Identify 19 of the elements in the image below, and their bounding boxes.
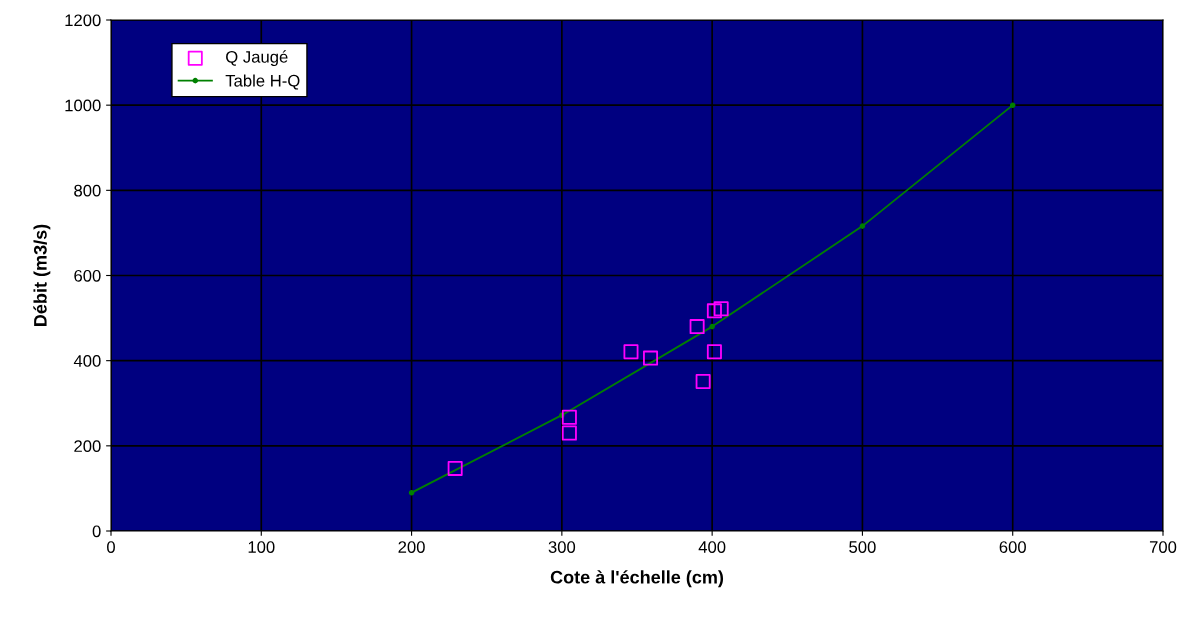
y-tick-label: 200 (74, 440, 101, 453)
legend-label: Q Jaugé (226, 50, 288, 67)
x-tick-label: 200 (398, 541, 425, 553)
x-tick-label: 600 (999, 541, 1026, 553)
legend-label: Table H-Q (225, 74, 300, 90)
x-tick-label: 300 (548, 541, 576, 553)
x-tick-label: 0 (107, 541, 115, 553)
x-tick-label: 700 (1149, 541, 1177, 553)
x-axis-title: Cote à l'échelle (cm) (550, 570, 724, 588)
x-tick-label: 400 (698, 541, 726, 553)
y-tick-label: 1200 (65, 14, 101, 27)
y-axis-title: Débit (m3/s) (33, 224, 51, 326)
y-tick-label: 800 (74, 184, 101, 197)
y-tick-label: 1000 (65, 99, 101, 112)
y-tick-label: 400 (73, 355, 101, 367)
x-tick-label: 500 (849, 541, 876, 553)
y-tick-label: 0 (92, 525, 101, 538)
x-tick-label: 100 (248, 541, 275, 553)
y-tick-label: 600 (74, 269, 101, 282)
